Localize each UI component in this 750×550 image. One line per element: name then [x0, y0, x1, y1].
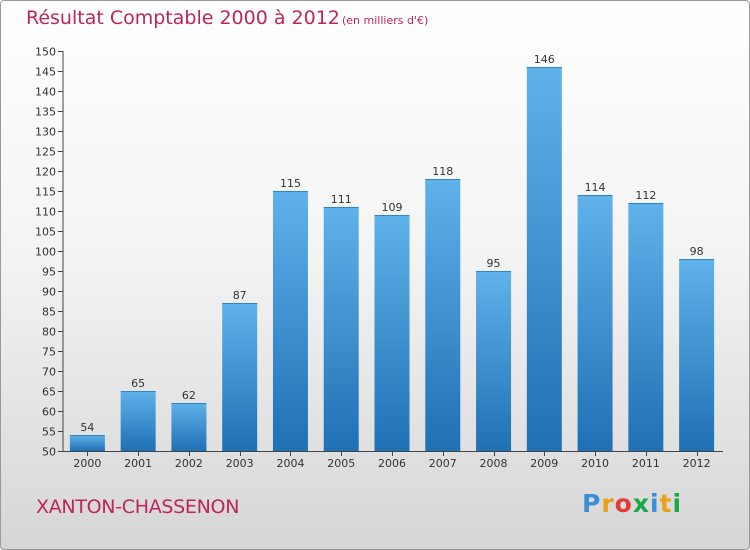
y-tick-label: 95 — [42, 266, 56, 279]
value-label-2010: 114 — [585, 181, 606, 194]
category-label-2009: 2009 — [530, 457, 558, 470]
bar-2010 — [577, 195, 613, 451]
category-label-2001: 2001 — [124, 457, 152, 470]
logo-letter: x — [632, 489, 650, 518]
bar-2001 — [120, 391, 156, 451]
y-tick-label: 135 — [35, 106, 56, 119]
value-label-2007: 118 — [432, 165, 453, 178]
category-label-2003: 2003 — [226, 457, 254, 470]
value-label-2012: 98 — [690, 245, 704, 258]
value-label-2011: 112 — [635, 189, 656, 202]
logo-letter: o — [614, 489, 633, 518]
logo-letter: r — [601, 489, 615, 518]
category-label-2005: 2005 — [327, 457, 355, 470]
y-tick-label: 85 — [42, 306, 56, 319]
y-tick-label: 110 — [35, 206, 56, 219]
y-tick-label: 50 — [42, 446, 56, 459]
y-tick-label: 105 — [35, 226, 56, 239]
y-tick-label: 150 — [35, 46, 56, 59]
bar-2009 — [526, 67, 562, 451]
value-label-2005: 111 — [331, 193, 352, 206]
bar-2011 — [628, 203, 664, 451]
chart-title: Résultat Comptable 2000 à 2012 — [26, 7, 340, 29]
commune-name: XANTON-CHASSENON — [36, 496, 240, 518]
bar-2005 — [323, 207, 359, 451]
value-label-2004: 115 — [280, 177, 301, 190]
value-label-2001: 65 — [131, 377, 145, 390]
category-label-2012: 2012 — [683, 457, 711, 470]
category-label-2002: 2002 — [175, 457, 203, 470]
y-tick-label: 100 — [35, 246, 56, 259]
category-label-2008: 2008 — [480, 457, 508, 470]
value-label-2006: 109 — [382, 201, 403, 214]
category-label-2000: 2000 — [73, 457, 101, 470]
bar-2000 — [69, 435, 105, 451]
value-label-2009: 146 — [534, 53, 555, 66]
value-label-2002: 62 — [182, 389, 196, 402]
value-label-2003: 87 — [233, 289, 247, 302]
y-tick-label: 130 — [35, 126, 56, 139]
bar-2006 — [374, 215, 410, 451]
bar-2003 — [222, 303, 258, 451]
logo-letter: i — [672, 489, 683, 518]
bar-2012 — [679, 259, 715, 451]
y-tick-label: 145 — [35, 66, 56, 79]
category-label-2010: 2010 — [581, 457, 609, 470]
y-tick-label: 75 — [42, 346, 56, 359]
category-label-2006: 2006 — [378, 457, 406, 470]
y-tick-label: 80 — [42, 326, 56, 339]
proxiti-logo: Proxiti — [582, 489, 682, 518]
value-label-2008: 95 — [487, 257, 501, 270]
bar-2002 — [171, 403, 207, 451]
y-tick-label: 115 — [35, 186, 56, 199]
value-label-2000: 54 — [80, 421, 94, 434]
bar-2008 — [476, 271, 512, 451]
axes: 50 55 60 65 70 75 80 85 90 95 100 105 110 115 120 125 13… — [35, 46, 723, 459]
category-label-2004: 2004 — [276, 457, 304, 470]
y-tick-label: 120 — [35, 166, 56, 179]
category-label-2007: 2007 — [429, 457, 457, 470]
chart-subtitle: (en milliers d'€) — [342, 14, 429, 27]
category-label-2011: 2011 — [632, 457, 660, 470]
y-tick-label: 125 — [35, 146, 56, 159]
y-tick-label: 55 — [42, 426, 56, 439]
logo-letter: i — [650, 489, 660, 518]
logo-letter: t — [659, 489, 673, 518]
bar-2004 — [272, 191, 308, 451]
bars — [69, 67, 715, 451]
y-tick-label: 70 — [42, 366, 56, 379]
bar-2007 — [425, 179, 461, 451]
labels: 54 2000 65 2001 62 2002 87 2003 115 2004 111 2005 10… — [73, 53, 710, 470]
y-tick-label: 60 — [42, 406, 56, 419]
logo-letter: P — [582, 489, 602, 518]
y-tick-label: 140 — [35, 86, 56, 99]
y-tick-label: 65 — [42, 386, 56, 399]
y-tick-label: 90 — [42, 286, 56, 299]
